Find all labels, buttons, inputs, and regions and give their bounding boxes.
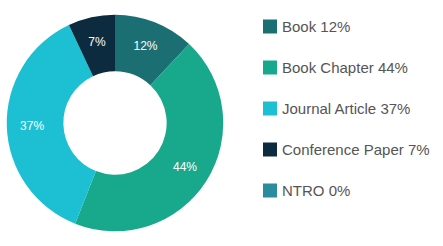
svg-text:NTRO 0%: NTRO 0% bbox=[282, 182, 350, 199]
svg-text:Book Chapter 44%: Book Chapter 44% bbox=[282, 59, 408, 76]
svg-text:Conference Paper 7%: Conference Paper 7% bbox=[282, 141, 430, 158]
svg-text:12%: 12% bbox=[134, 39, 158, 53]
svg-text:Book 12%: Book 12% bbox=[282, 18, 350, 35]
svg-text:44%: 44% bbox=[173, 160, 197, 174]
svg-text:37%: 37% bbox=[20, 119, 44, 133]
svg-text:Journal Article 37%: Journal Article 37% bbox=[282, 100, 410, 117]
svg-text:7%: 7% bbox=[88, 35, 106, 49]
